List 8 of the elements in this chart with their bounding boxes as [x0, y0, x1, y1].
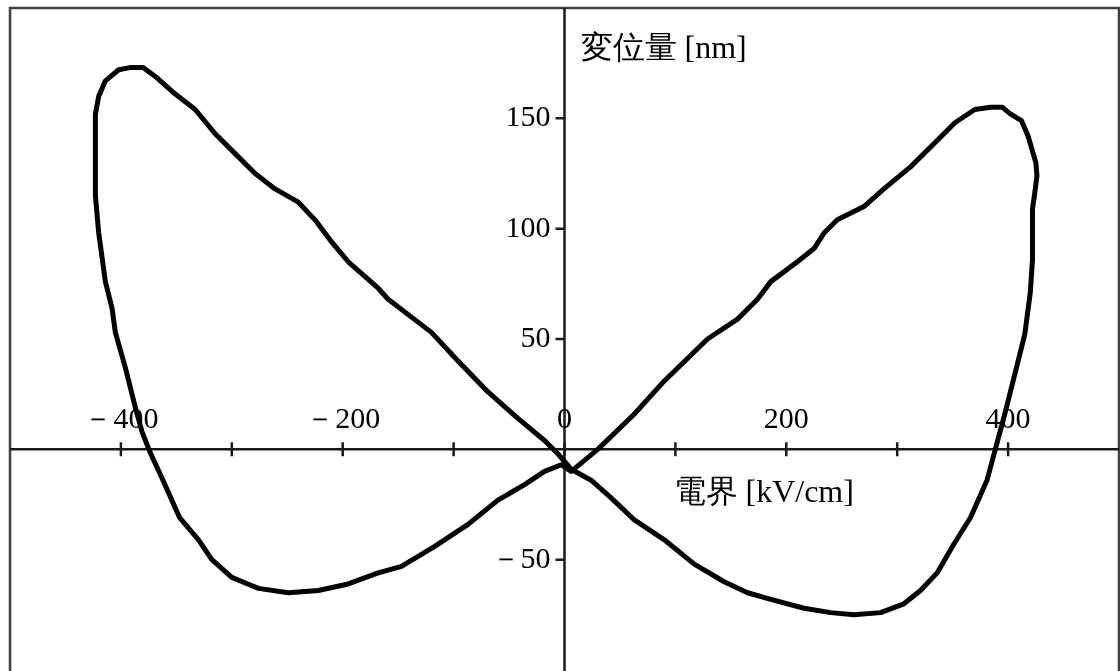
x-tick-label: 200 — [763, 401, 809, 435]
x-axis-title: 電界 [kV/cm] — [673, 472, 854, 509]
x-tick-label: －200 — [305, 401, 381, 435]
y-tick-label: 150 — [505, 99, 551, 133]
y-axis-title: 変位量 [nm] — [580, 29, 747, 66]
y-tick-label: 50 — [520, 319, 551, 353]
y-tick-label: －50 — [490, 540, 551, 574]
y-tick-label: 100 — [505, 209, 551, 243]
